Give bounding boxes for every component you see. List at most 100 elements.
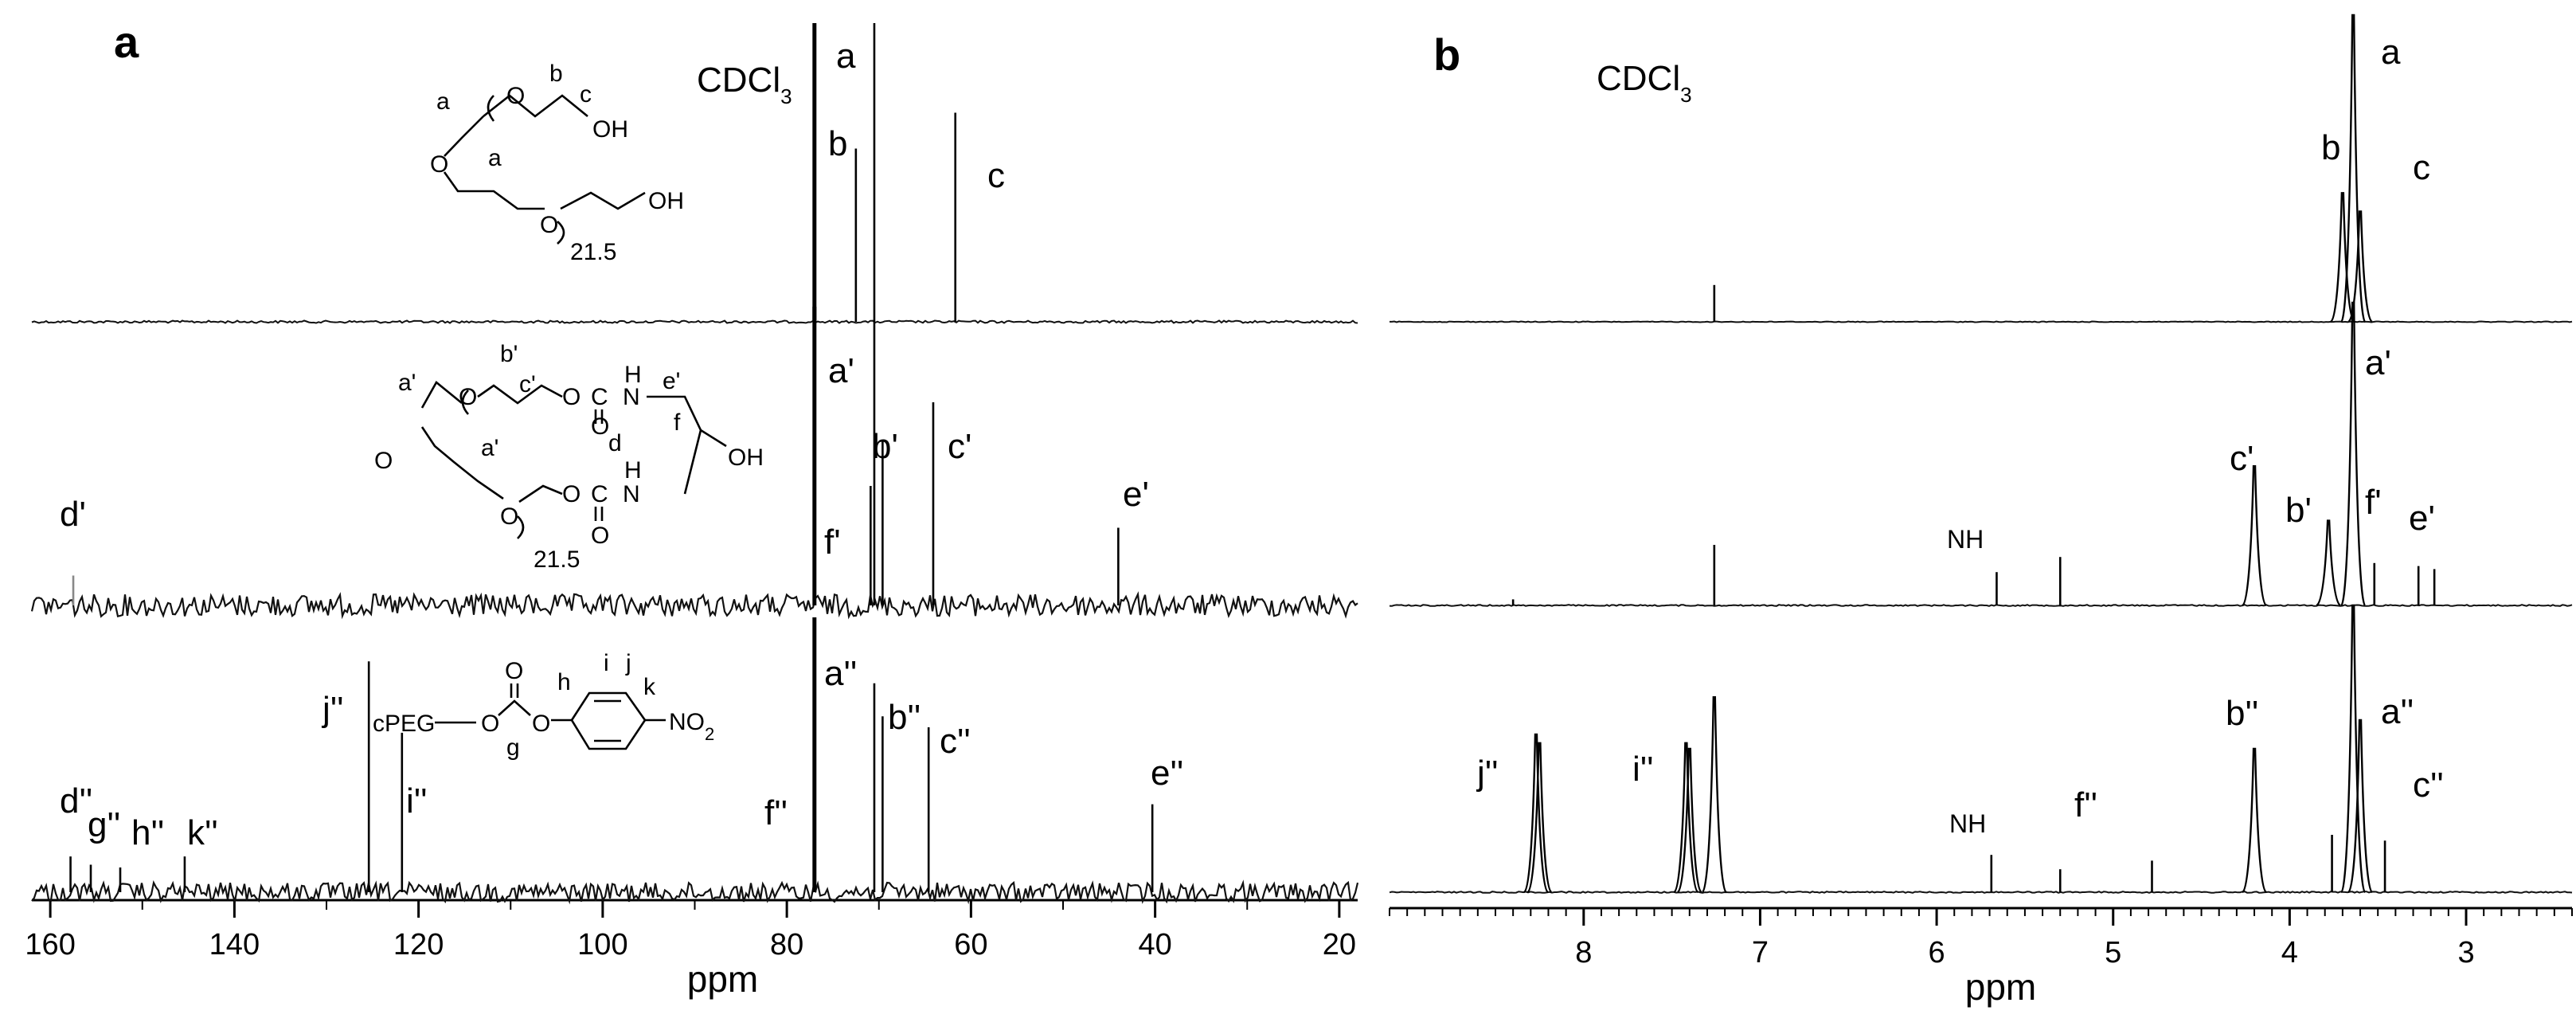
peak-label: d' bbox=[60, 495, 86, 534]
peak-label: b bbox=[2321, 128, 2340, 167]
x-tick-label: 120 bbox=[393, 928, 444, 961]
spectrum-peak bbox=[2340, 604, 2367, 894]
panel-b-letter: b bbox=[1433, 29, 1460, 80]
s2-atom-c1: C bbox=[591, 384, 608, 410]
s2-repeat: 21.5 bbox=[534, 546, 580, 573]
peak-label: e'' bbox=[1151, 754, 1183, 793]
s2-atom-c2: C bbox=[591, 481, 608, 507]
s2-atom-h2: H bbox=[624, 457, 642, 484]
s2-atom-h1: H bbox=[624, 362, 642, 388]
peak-label: a bbox=[2381, 33, 2401, 72]
s3-label-i: i bbox=[604, 650, 609, 676]
s3-substituent: NO2 bbox=[669, 709, 714, 744]
peak-label: b'' bbox=[888, 698, 921, 737]
s3-label-h: h bbox=[557, 669, 571, 695]
spectrum-baseline bbox=[31, 319, 1358, 324]
x-tick-label: 80 bbox=[770, 928, 803, 961]
spectrum-peak bbox=[1523, 733, 1549, 894]
s1-label-a-top: a bbox=[436, 88, 450, 115]
peak-label: a' bbox=[828, 351, 854, 390]
peak-label: j'' bbox=[321, 690, 344, 729]
s2-label-b: b' bbox=[500, 341, 518, 367]
peak-label: NH bbox=[1947, 525, 1984, 554]
x-axis-title: ppm bbox=[1965, 966, 2036, 1008]
peak-label: i'' bbox=[1632, 750, 1654, 789]
peak-label: i'' bbox=[406, 781, 428, 820]
spectrum-peak bbox=[1526, 742, 1553, 894]
peak-label: f'' bbox=[764, 793, 788, 832]
peak-label: e' bbox=[1123, 475, 1149, 514]
x-tick-label: 5 bbox=[2105, 936, 2121, 969]
s2-atom-o4: O bbox=[562, 384, 580, 410]
spectrum-peak bbox=[2242, 747, 2267, 894]
structure-nitrophenyl-carbonate: cPEG O O O g h i j k NO2 bbox=[373, 650, 714, 761]
x-tick-label: 4 bbox=[2281, 936, 2298, 969]
spectrum-peak bbox=[2242, 465, 2267, 607]
x-tick-label: 8 bbox=[1575, 936, 1592, 969]
x-tick-label: 140 bbox=[209, 928, 260, 961]
spectrum-peak bbox=[1673, 742, 1699, 894]
x-tick-label: 20 bbox=[1323, 928, 1356, 961]
s1-atom-o2: O bbox=[430, 151, 448, 178]
peak-label: h'' bbox=[131, 813, 164, 852]
spectrum-baseline bbox=[1389, 604, 2573, 607]
peak-label: f' bbox=[824, 523, 841, 562]
s3-atom-o3: O bbox=[532, 711, 550, 737]
s2-carbonyl-o1: O bbox=[591, 413, 609, 440]
s2-atom-o2: O bbox=[374, 448, 393, 474]
spectrum-baseline bbox=[30, 591, 1358, 620]
peak-label: a'' bbox=[824, 654, 857, 693]
x-tick-label: 7 bbox=[1752, 936, 1769, 969]
s3-atom-o2: O bbox=[505, 658, 523, 684]
s2-atom-o3: O bbox=[500, 503, 518, 530]
spectrum-peak bbox=[2330, 192, 2355, 323]
peak-label: c'' bbox=[2413, 766, 2444, 805]
s2-atom-o5: O bbox=[562, 481, 580, 507]
peak-label: f' bbox=[2365, 483, 2382, 522]
solvent-label: CDCl3 bbox=[1597, 59, 1692, 107]
s3-atom-o1: O bbox=[481, 711, 499, 737]
s3-label-k: k bbox=[643, 674, 656, 700]
panel-a-letter: a bbox=[114, 17, 139, 67]
spectrum-peak bbox=[2316, 519, 2341, 607]
s2-carbonyl-o2: O bbox=[591, 523, 609, 549]
peak-label: c' bbox=[948, 427, 971, 466]
s1-repeat: 21.5 bbox=[570, 239, 616, 265]
x-tick-label: 6 bbox=[1929, 936, 1945, 969]
s1-label-a-mid: a bbox=[488, 145, 502, 171]
s2-label-a-mid: a' bbox=[481, 435, 498, 461]
x-tick-label: 3 bbox=[2457, 936, 2474, 969]
s1-oh-top: OH bbox=[592, 116, 628, 143]
peak-label: e' bbox=[2409, 499, 2435, 538]
peak-label: c bbox=[987, 156, 1005, 195]
s2-atom-n2: N bbox=[623, 481, 640, 507]
peak-label: b' bbox=[2285, 491, 2312, 530]
spectrum-baseline bbox=[1389, 891, 2573, 894]
x-tick-label: 60 bbox=[954, 928, 987, 961]
x-tick-label: 100 bbox=[577, 928, 627, 961]
peak-label: k'' bbox=[187, 813, 218, 852]
x-axis-title: ppm bbox=[687, 958, 758, 1000]
peak-label: a bbox=[836, 37, 856, 76]
peak-label: j'' bbox=[1476, 754, 1499, 793]
solvent-label: CDCl3 bbox=[697, 61, 792, 108]
panel-b-h1-nmr: 8 7 6 5 4 3 ppm CDCl3 a b c a' c' b' f' e' NH a'' b'' c'' j'… bbox=[1389, 14, 2573, 1008]
s1-atom-o3: O bbox=[540, 212, 558, 238]
peak-label: b' bbox=[872, 427, 898, 466]
spectrum-peak bbox=[2347, 719, 2373, 894]
structure-peg-carbamate: a' a' b' c' d e' f O O O O O C C N N H H… bbox=[374, 341, 764, 573]
peak-label: g'' bbox=[88, 805, 120, 844]
s3-prefix: cPEG bbox=[373, 711, 435, 737]
peak-label: b bbox=[828, 124, 847, 163]
s2-label-d: d bbox=[608, 430, 622, 456]
s1-oh-bottom: OH bbox=[648, 188, 684, 214]
s2-oh: OH bbox=[728, 445, 764, 471]
s3-label-g: g bbox=[506, 734, 520, 761]
peak-label: NH bbox=[1949, 809, 1986, 838]
s2-label-a-top: a' bbox=[398, 370, 416, 396]
peak-label: c'' bbox=[940, 722, 971, 761]
s2-label-e: e' bbox=[663, 368, 680, 394]
peak-label: d'' bbox=[60, 781, 92, 820]
s1-atom-o1: O bbox=[506, 83, 525, 109]
